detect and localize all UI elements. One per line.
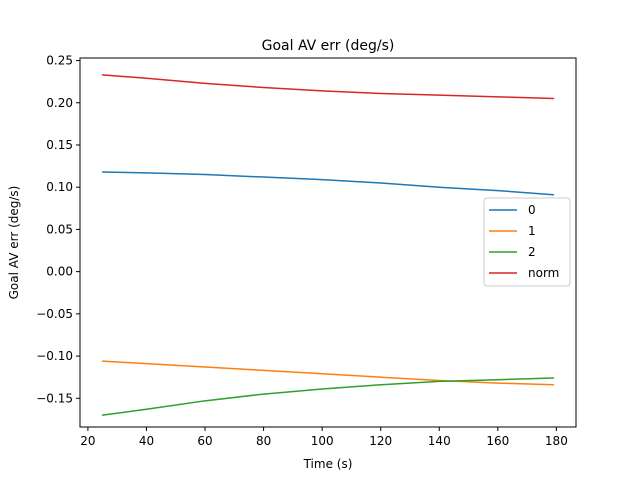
legend-label-norm: norm xyxy=(528,266,559,280)
x-tick-label: 180 xyxy=(545,434,568,448)
x-axis-label: Time (s) xyxy=(303,457,353,471)
x-axis: 20 40 60 80 100 120 140 160 180 xyxy=(80,427,568,448)
plot-frame xyxy=(79,57,577,428)
x-tick-label: 40 xyxy=(139,434,154,448)
y-tick-label: 0.20 xyxy=(46,96,73,110)
legend-label-1: 1 xyxy=(528,224,536,238)
x-tick-label: 140 xyxy=(428,434,451,448)
legend-label-2: 2 xyxy=(528,245,536,259)
x-tick-label: 60 xyxy=(197,434,212,448)
y-tick-label: −0.15 xyxy=(36,391,73,405)
y-tick-label: 0.05 xyxy=(46,222,73,236)
legend: 0 1 2 norm xyxy=(483,197,571,287)
series-line-1 xyxy=(101,360,555,386)
y-tick-label: 0.15 xyxy=(46,138,73,152)
x-tick-label: 100 xyxy=(311,434,334,448)
legend-label-0: 0 xyxy=(528,203,536,217)
y-axis-label: Goal AV err (deg/s) xyxy=(7,186,21,300)
y-axis: −0.15 −0.10 −0.05 0.00 0.05 0.10 0.15 0.20 0.25 xyxy=(36,54,80,405)
y-tick-label: 0.25 xyxy=(46,54,73,68)
series-layer xyxy=(101,74,555,416)
series-line-0 xyxy=(101,171,555,196)
x-tick-label: 80 xyxy=(256,434,271,448)
y-tick-label: −0.10 xyxy=(36,349,73,363)
y-tick-label: 0.00 xyxy=(46,265,73,279)
chart-title: Goal AV err (deg/s) xyxy=(262,38,395,54)
x-tick-label: 160 xyxy=(486,434,509,448)
x-tick-label: 20 xyxy=(80,434,95,448)
x-tick-label: 120 xyxy=(369,434,392,448)
y-tick-label: −0.05 xyxy=(36,307,73,321)
series-line-2 xyxy=(101,377,555,416)
series-line-norm xyxy=(101,74,555,100)
legend-box xyxy=(483,197,571,287)
y-tick-label: 0.10 xyxy=(46,180,73,194)
